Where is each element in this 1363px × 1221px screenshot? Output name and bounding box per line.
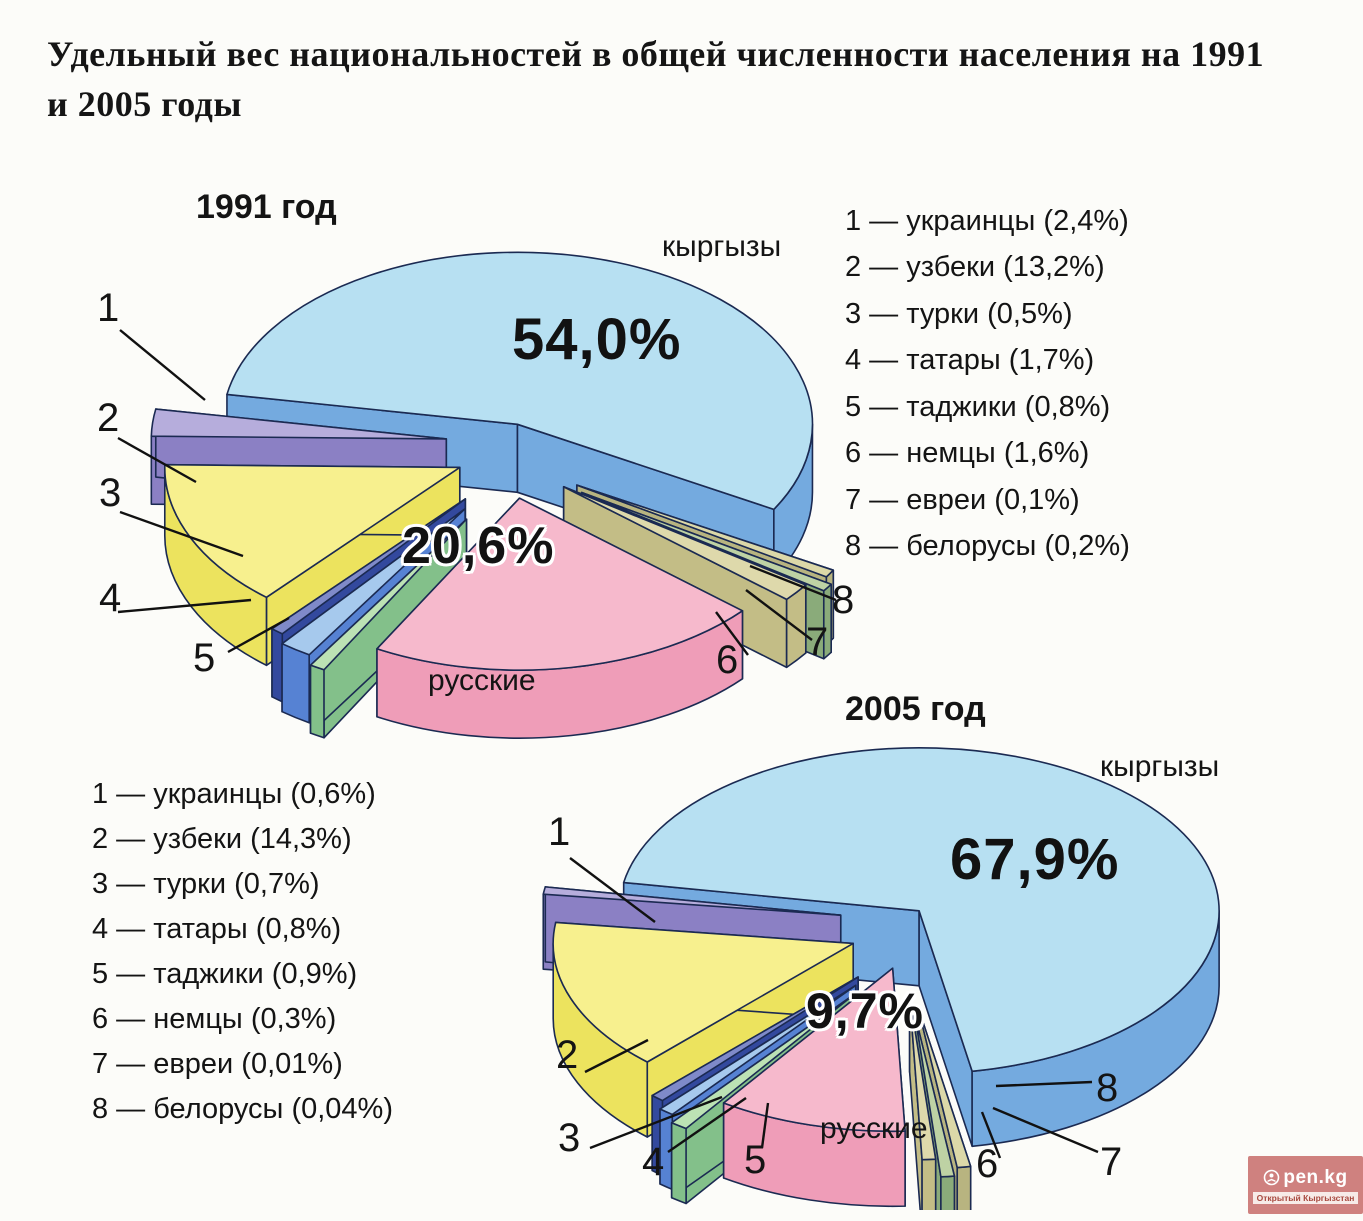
callout-number-2: 2 xyxy=(97,396,120,440)
legend-item-5: 5 — таджики (0,9%) xyxy=(92,958,358,990)
watermark-brand: pen.kg xyxy=(1283,1166,1348,1188)
pie-2005-russians-label: русские xyxy=(820,1112,928,1145)
watermark-subtitle: Открытый Кыргызстан xyxy=(1252,1191,1359,1204)
pie-2005-kyrgyz-label: кыргызы xyxy=(1100,750,1220,783)
callout-number-6: 6 xyxy=(716,638,739,682)
legend-item-2: 2 — узбеки (13,2%) xyxy=(845,251,1105,284)
legend-item-7: 7 — евреи (0,1%) xyxy=(845,483,1080,516)
legend-item-2: 2 — узбеки (14,3%) xyxy=(92,823,352,855)
callout-number-6: 6 xyxy=(976,1142,999,1186)
pie-slice-russians xyxy=(376,497,744,739)
pie-chart-1991 xyxy=(150,251,835,739)
legend-item-6: 6 — немцы (1,6%) xyxy=(845,437,1090,470)
callout-number-7: 7 xyxy=(806,620,829,664)
pie-slice-tajiks xyxy=(309,518,468,739)
pie-2005-russians-value: 9,7% xyxy=(806,983,924,1039)
pie-1991-kyrgyz-value: 54,0% xyxy=(512,307,682,372)
pie-1991-year-heading: 1991 год xyxy=(196,188,337,226)
legend-2005: 1 — украинцы (0,6%) 2 — узбеки (14,3%) 3 —… xyxy=(92,772,393,1132)
legend-item-8: 8 — белорусы (0,04%) xyxy=(92,1093,393,1125)
legend-item-3: 3 — турки (0,5%) xyxy=(845,297,1073,330)
reader-logo-icon xyxy=(1263,1169,1280,1186)
pie-2005-year-heading: 2005 год xyxy=(845,690,986,728)
pen-kg-watermark: pen.kg Открытый Кыргызстан xyxy=(1248,1156,1363,1214)
pie-1991-russians-label: русские xyxy=(428,664,536,697)
legend-item-1: 1 — украинцы (2,4%) xyxy=(845,204,1129,237)
legend-item-4: 4 — татары (0,8%) xyxy=(92,913,342,945)
pie-chart-2005 xyxy=(542,747,1220,1210)
callout-number-8: 8 xyxy=(832,578,855,622)
legend-1991: 1 — украинцы (2,4%) 2 — узбеки (13,2%) 3 —… xyxy=(845,198,1130,570)
pie-2005-kyrgyz-value: 67,9% xyxy=(950,827,1120,892)
legend-item-7: 7 — евреи (0,01%) xyxy=(92,1048,343,1080)
legend-item-6: 6 — немцы (0,3%) xyxy=(92,1003,337,1035)
callout-number-4: 4 xyxy=(99,576,122,620)
legend-item-1: 1 — украинцы (0,6%) xyxy=(92,778,376,810)
callout-number-1: 1 xyxy=(548,810,571,854)
callout-number-8: 8 xyxy=(1096,1066,1119,1110)
callout-number-7: 7 xyxy=(1100,1140,1123,1184)
pie-slice-germans xyxy=(908,996,937,1210)
pie-1991-kyrgyz-label: кыргызы xyxy=(662,230,782,263)
callout-number-5: 5 xyxy=(193,636,216,680)
legend-item-8: 8 — белорусы (0,2%) xyxy=(845,530,1130,563)
callout-number-5: 5 xyxy=(744,1138,767,1182)
callout-number-3: 3 xyxy=(558,1116,581,1160)
callout-number-4: 4 xyxy=(642,1140,665,1184)
legend-item-3: 3 — турки (0,7%) xyxy=(92,868,320,900)
callout-number-2: 2 xyxy=(556,1033,579,1077)
callout-number-3: 3 xyxy=(99,471,122,515)
pie-1991-russians-value: 20,6% xyxy=(402,517,555,575)
page-title: Удельный вес национальностей в общей чис… xyxy=(47,34,1265,124)
legend-item-5: 5 — таджики (0,8%) xyxy=(845,390,1111,423)
callout-number-1: 1 xyxy=(97,286,120,330)
legend-item-4: 4 — татары (1,7%) xyxy=(845,344,1095,377)
